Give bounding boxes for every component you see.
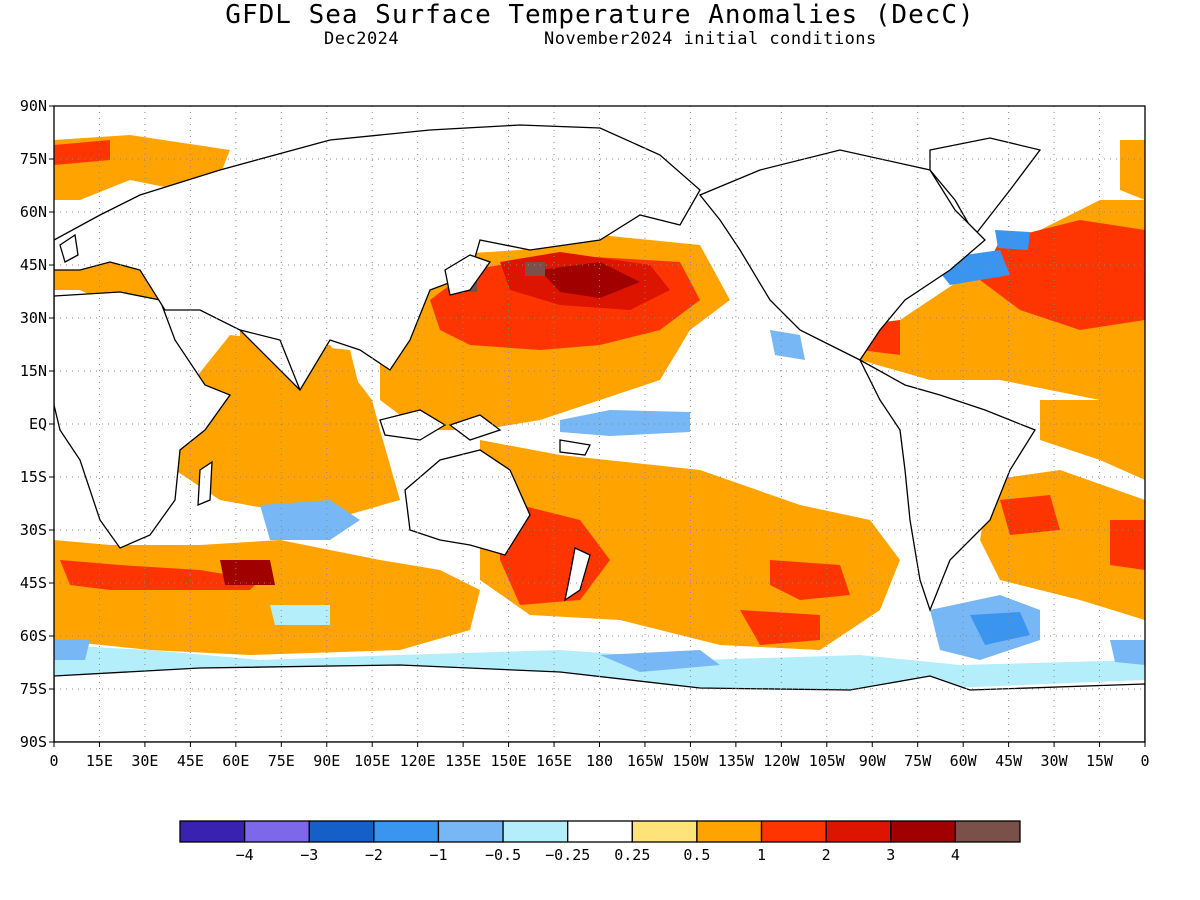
lon-tick-label: 15W [1086, 752, 1114, 770]
initial-conditions-label: November2024 initial conditions [544, 29, 877, 49]
lon-tick-label: 165E [536, 752, 572, 770]
legend-label: −2 [365, 846, 383, 864]
lon-tick-label: 90W [859, 752, 887, 770]
valid-month-label: Dec2024 [324, 29, 400, 49]
legend-swatch [308, 820, 375, 843]
lat-tick-label: 45N [20, 256, 47, 274]
lat-tick-label: 30S [20, 521, 47, 539]
lat-tick-label: 15S [20, 468, 47, 486]
lon-tick-label: 150W [672, 752, 709, 770]
coastlines [54, 124, 1145, 742]
lon-tick-label: 90E [313, 752, 340, 770]
legend-swatch [825, 820, 892, 843]
legend-label: 3 [886, 846, 895, 864]
greenland-landmass [929, 137, 1042, 237]
lat-tick-label: 75N [20, 150, 47, 168]
legend-swatch [760, 820, 827, 843]
lon-tick-label: 45W [995, 752, 1023, 770]
legend-swatch [631, 820, 698, 843]
lon-tick-label: 15E [86, 752, 113, 770]
legend-label: 4 [951, 846, 960, 864]
legend-swatch [243, 820, 310, 843]
lon-tick-label: 120E [400, 752, 436, 770]
legend-swatch [437, 820, 504, 843]
legend-label: 2 [822, 846, 831, 864]
graticule [54, 106, 1145, 742]
legend-label: −1 [429, 846, 447, 864]
legend-swatch [890, 820, 957, 843]
legend-label: −4 [236, 846, 254, 864]
legend-swatch [696, 820, 763, 843]
lon-tick-label: 60W [950, 752, 978, 770]
color-legend: −4 −3 −2 −1 −0.5 −0.25 0.25 0.5 1 2 3 4 [179, 820, 1021, 864]
legend-swatch [954, 820, 1021, 843]
legend-label: −0.5 [485, 846, 521, 864]
legend-label: −3 [300, 846, 318, 864]
legend-label: 0.25 [614, 846, 650, 864]
lat-tick-label: 15N [20, 362, 47, 380]
antarctica-landmass [54, 664, 1145, 742]
lon-tick-label: 105W [809, 752, 846, 770]
lon-tick-label: 75E [268, 752, 295, 770]
lat-tick-label: 45S [20, 574, 47, 592]
south-america-landmass [858, 358, 1036, 612]
lon-tick-label: 180 [586, 752, 613, 770]
lon-tick-label: 30E [131, 752, 158, 770]
lon-tick-label: 135W [718, 752, 755, 770]
lon-tick-label: 75W [904, 752, 932, 770]
legend-swatch [179, 820, 246, 843]
legend-label: 0.5 [683, 846, 710, 864]
lon-tick-label: 60E [222, 752, 249, 770]
lat-tick-label: 90N [20, 97, 47, 115]
lon-tick-label: 165W [627, 752, 664, 770]
lon-tick-label: 105E [354, 752, 390, 770]
lon-tick-label: 0 [49, 752, 58, 770]
legend-swatch [567, 820, 633, 843]
africa-landmass [54, 291, 232, 549]
lon-tick-label: 135E [445, 752, 481, 770]
australia-landmass [404, 449, 531, 556]
lon-tick-label: 30W [1041, 752, 1069, 770]
legend-label: −0.25 [545, 846, 590, 864]
latitude-axis: 90N 75N 60N 45N 30N 15N EQ 15S 30S 45S 60S 75S 90S [20, 97, 54, 751]
north-america-landmass [698, 149, 986, 361]
lat-tick-label: 60N [20, 203, 47, 221]
legend-label: 1 [757, 846, 766, 864]
lon-tick-label: 0 [1140, 752, 1149, 770]
map-title: GFDL Sea Surface Temperature Anomalies (… [225, 0, 975, 30]
lat-tick-label: 90S [20, 733, 47, 751]
lon-tick-label: 120W [763, 752, 800, 770]
lat-tick-label: 60S [20, 627, 47, 645]
lon-tick-label: 45E [177, 752, 204, 770]
lat-tick-label: EQ [29, 415, 47, 433]
legend-swatch [502, 820, 569, 843]
legend-swatch [373, 820, 440, 843]
lon-tick-label: 150E [491, 752, 527, 770]
lat-tick-label: 75S [20, 680, 47, 698]
longitude-axis: 0 15E 30E 45E 60E 75E 90E 105E 120E 135E 150E 165E 1… [49, 742, 1150, 770]
lat-tick-label: 30N [20, 309, 47, 327]
